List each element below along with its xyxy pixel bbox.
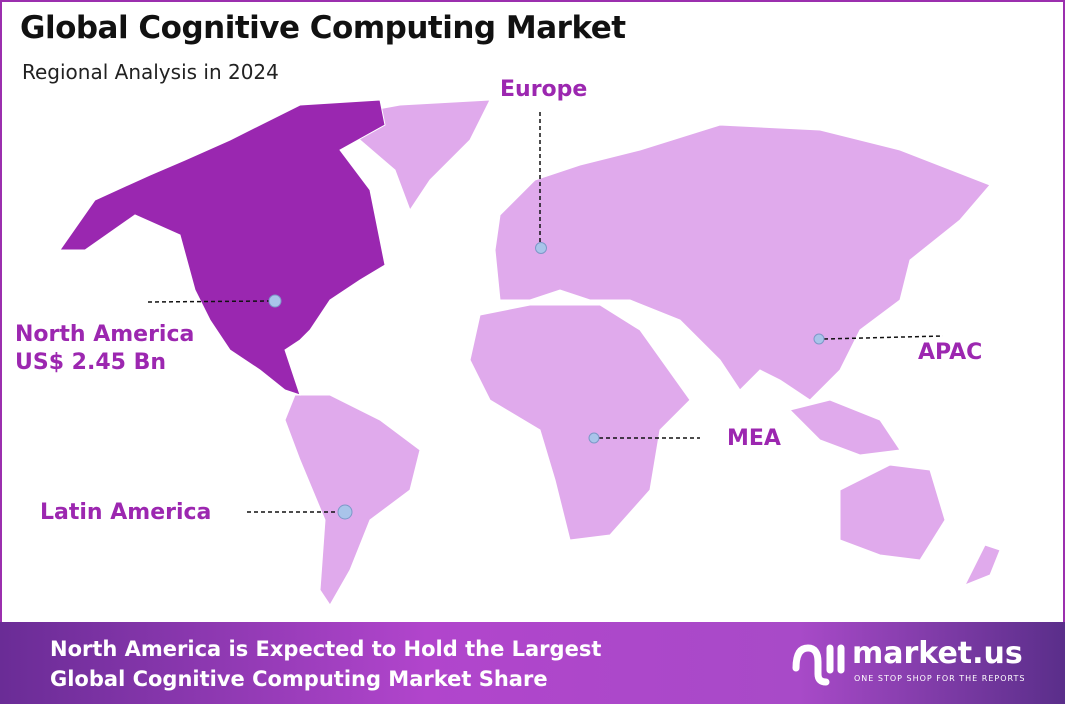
banner-line-1: North America is Expected to Hold the La… <box>50 637 602 661</box>
north-america <box>59 99 386 396</box>
southeast-asia-islands <box>789 399 901 456</box>
apac-label: APAC <box>918 340 983 365</box>
apac-leader-line <box>823 335 944 340</box>
logo-tagline: ONE STOP SHOP FOR THE REPORTS <box>854 674 1026 683</box>
south-america <box>284 394 421 606</box>
latin-america-label: Latin America <box>40 500 212 525</box>
europe-marker <box>535 242 547 254</box>
banner-line-2: Global Cognitive Computing Market Share <box>50 667 548 691</box>
footer-banner: North America is Expected to Hold the La… <box>0 622 1065 704</box>
africa <box>469 304 691 541</box>
new-zealand <box>963 544 1001 586</box>
australia <box>839 464 946 561</box>
eurasia <box>494 124 991 401</box>
north-america-name: North America <box>15 322 195 347</box>
latin-america-marker <box>337 504 353 520</box>
north-america-marker <box>268 294 282 308</box>
mea-label: MEA <box>727 426 781 451</box>
north-america-leader-line <box>147 300 271 303</box>
north-america-value: US$ 2.45 Bn <box>15 350 167 375</box>
north-america-label: North America US$ 2.45 Bn <box>15 321 194 377</box>
europe-label: Europe <box>500 77 588 102</box>
logo-name: market.us <box>852 636 1023 671</box>
world-map <box>59 99 1001 606</box>
apac-marker <box>813 333 825 345</box>
mea-marker <box>588 432 600 444</box>
logo-mark-icon <box>792 644 845 686</box>
page-subtitle: Regional Analysis in 2024 <box>22 60 279 84</box>
banner-text: North America is Expected to Hold the La… <box>50 634 601 694</box>
page-title: Global Cognitive Computing Market <box>20 10 626 46</box>
